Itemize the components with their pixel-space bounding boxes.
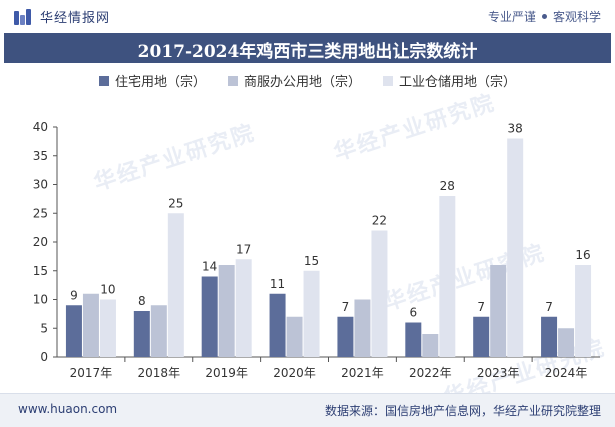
bar-commercial	[490, 265, 507, 357]
bar-commercial	[82, 293, 99, 357]
legend-swatch-residential	[98, 75, 109, 86]
legend-label-commercial: 商服办公用地（宗）	[243, 75, 361, 90]
brand-name: 华经情报网	[40, 11, 111, 26]
legend-swatch-industrial	[383, 75, 393, 86]
slogan: 专业严谨 客观科学	[488, 8, 601, 25]
legend-label-industrial: 工业仓储用地（宗）	[399, 75, 517, 90]
bar-commercial	[218, 265, 235, 357]
chart-title: 2017-2024年鸡西市三类用地出让宗数统计	[137, 42, 478, 62]
x-tick-label: 2020年	[273, 366, 316, 380]
y-tick-label: 20	[33, 235, 48, 249]
bar-residential	[201, 276, 218, 357]
data-label: 11	[270, 277, 285, 291]
data-label: 28	[440, 179, 455, 193]
bar-chart: 0 5 10 15 20 25 30 35 40 2017年 9 10 2018年 8 25 2019年 14 1…	[33, 120, 600, 380]
title-bar: 2017-2024年鸡西市三类用地出让宗数统计	[4, 33, 611, 63]
x-tick-label: 2021年	[341, 366, 384, 380]
data-label: 8	[138, 294, 146, 308]
x-tick-label: 2018年	[138, 366, 181, 380]
bar-commercial	[286, 316, 303, 357]
data-label: 7	[477, 300, 485, 314]
bar-industrial	[439, 196, 456, 357]
data-label: 22	[372, 214, 387, 228]
data-label: 6	[409, 306, 417, 320]
bar-residential	[269, 293, 286, 357]
bar-commercial	[558, 328, 575, 357]
footer-website: www.huaon.com	[18, 402, 118, 416]
slogan-left: 专业严谨	[487, 10, 536, 24]
data-label: 17	[236, 242, 251, 256]
legend-item-residential: 住宅用地（宗）	[98, 71, 206, 90]
x-tick-label: 2019年	[205, 366, 248, 380]
bar-industrial	[303, 270, 320, 357]
data-label: 25	[168, 196, 183, 210]
x-tick-label: 2017年	[70, 366, 113, 380]
data-label: 7	[545, 300, 553, 314]
bar-residential	[405, 322, 422, 357]
data-label: 10	[100, 283, 115, 297]
y-tick-label: 35	[33, 149, 48, 163]
bar-residential	[133, 311, 150, 357]
bar-residential	[473, 316, 490, 357]
bar-commercial	[150, 305, 167, 357]
chart-legend: 住宅用地（宗） 商服办公用地（宗） 工业仓储用地（宗）	[0, 71, 615, 90]
x-tick-label: 2024年	[545, 366, 588, 380]
data-label: 16	[575, 248, 590, 262]
bar-residential	[65, 305, 82, 357]
legend-item-commercial: 商服办公用地（宗）	[227, 71, 361, 90]
data-label: 14	[202, 260, 217, 274]
bar-commercial	[354, 299, 371, 357]
slogan-right: 客观科学	[552, 10, 601, 24]
brand: 华经情报网	[14, 7, 110, 26]
y-tick-label: 10	[33, 293, 48, 307]
legend-item-industrial: 工业仓储用地（宗）	[383, 71, 516, 90]
data-label: 9	[70, 288, 78, 302]
x-tick-label: 2023年	[477, 366, 520, 380]
data-label: 15	[304, 254, 319, 268]
x-tick-label: 2022年	[409, 366, 452, 380]
brand-logo-icon	[14, 8, 34, 25]
bar-industrial	[99, 299, 116, 357]
footer-source: 数据来源：国信房地产信息网，华经产业研究院整理	[324, 404, 601, 418]
footer: www.huaon.com 数据来源：国信房地产信息网，华经产业研究院整理	[0, 393, 615, 427]
legend-label-residential: 住宅用地（宗）	[114, 75, 206, 90]
bar-residential	[541, 316, 558, 357]
data-label: 38	[508, 122, 523, 136]
slogan-dot-icon	[541, 14, 547, 19]
y-tick-label: 30	[33, 178, 48, 192]
bar-industrial	[575, 265, 592, 357]
bar-industrial	[371, 230, 388, 357]
y-tick-label: 25	[33, 206, 48, 220]
bar-residential	[337, 316, 354, 357]
bar-commercial	[422, 334, 439, 357]
y-tick-label: 0	[40, 350, 48, 364]
bar-industrial	[235, 259, 252, 357]
bar-industrial	[167, 213, 184, 357]
y-tick-label: 15	[33, 264, 48, 278]
legend-swatch-commercial	[227, 75, 238, 86]
top-bar: 华经情报网 专业严谨 客观科学	[0, 0, 615, 32]
y-tick-label: 5	[40, 321, 48, 335]
data-label: 7	[342, 300, 350, 314]
bar-industrial	[507, 138, 524, 357]
y-tick-label: 40	[33, 120, 48, 134]
